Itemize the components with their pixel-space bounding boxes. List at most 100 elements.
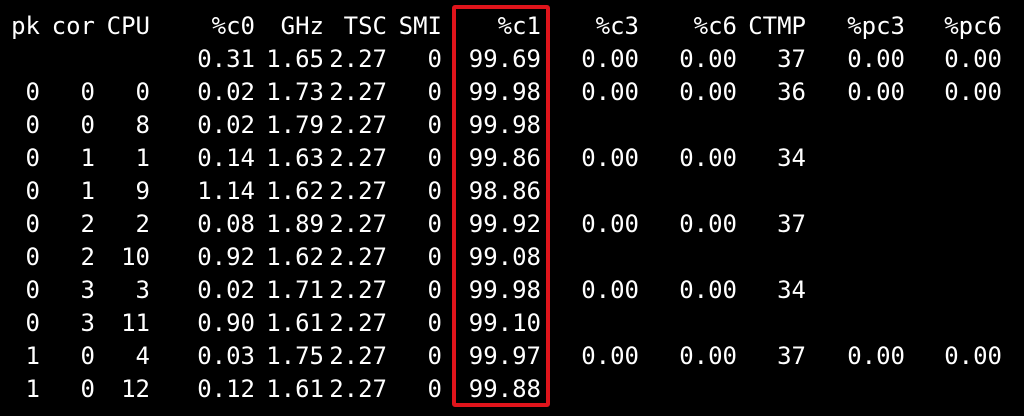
- cell-cor: 3: [80, 309, 95, 337]
- cell-pk: 0: [25, 210, 40, 238]
- cell-ghz: 1.73: [266, 78, 324, 106]
- cell-c0: 0.90: [197, 309, 255, 337]
- cell-c6: 0.00: [679, 276, 737, 304]
- cell-tsc: 2.27: [329, 309, 387, 337]
- cpu-row: 0 3 11 0.90 1.61 2.27 0 99.10: [0, 307, 1024, 340]
- cell-cor: 1: [80, 177, 95, 205]
- cell-cor: 2: [80, 210, 95, 238]
- header-row: pk cor CPU %c0 GHz TSC SMI %c1 %c3 %c6 CTMP %pc3 %pc…: [0, 10, 1024, 43]
- cell-ctmp: 34: [777, 144, 806, 172]
- cell-smi: 0: [427, 375, 442, 403]
- cell-smi: 0: [427, 276, 442, 304]
- cell-c3: 0.00: [581, 144, 639, 172]
- cell-tsc: 2.27: [329, 276, 387, 304]
- cell-tsc: 2.27: [329, 45, 387, 73]
- cell-cor: 0: [80, 78, 95, 106]
- cell-ghz: 1.63: [266, 144, 324, 172]
- cell-tsc: 2.27: [329, 111, 387, 139]
- cell-pc6: 0.00: [944, 45, 1002, 73]
- header-smi: SMI: [398, 12, 442, 40]
- cpu-row: 0 2 10 0.92 1.62 2.27 0 99.08: [0, 241, 1024, 274]
- cell-pk: 0: [25, 309, 40, 337]
- cell-cpu: 12: [121, 375, 150, 403]
- cell-cpu: 10: [121, 243, 150, 271]
- cell-tsc: 2.27: [329, 210, 387, 238]
- cell-ghz: 1.61: [266, 375, 324, 403]
- cell-pk: 0: [25, 144, 40, 172]
- cell-cpu: 9: [135, 177, 150, 205]
- cell-ctmp: 34: [777, 276, 806, 304]
- cell-smi: 0: [427, 342, 442, 370]
- header-c1: %c1: [497, 12, 541, 40]
- cpu-row: 0 3 3 0.02 1.71 2.27 0 99.98 0.00 0.00 34: [0, 274, 1024, 307]
- cell-c0: 0.12: [197, 375, 255, 403]
- cell-tsc: 2.27: [329, 177, 387, 205]
- cell-pk: 0: [25, 177, 40, 205]
- cpu-row: 0 0 8 0.02 1.79 2.27 0 99.98: [0, 109, 1024, 142]
- cell-smi: 0: [427, 210, 442, 238]
- cell-cpu: 8: [135, 111, 150, 139]
- cell-ghz: 1.65: [266, 45, 324, 73]
- cell-tsc: 2.27: [329, 78, 387, 106]
- header-pc6: %pc6: [944, 12, 1002, 40]
- cell-ctmp: 37: [777, 210, 806, 238]
- cell-ghz: 1.79: [266, 111, 324, 139]
- cell-pk: 1: [25, 342, 40, 370]
- header-ghz: GHz: [280, 12, 324, 40]
- cell-c3: 0.00: [581, 78, 639, 106]
- cell-tsc: 2.27: [329, 243, 387, 271]
- cell-ctmp: 37: [777, 45, 806, 73]
- summary-row: 0.31 1.65 2.27 0 99.69 0.00 0.00 37 0.00 0.00: [0, 43, 1024, 76]
- cell-c6: 0.00: [679, 45, 737, 73]
- cell-c0: 0.02: [197, 111, 255, 139]
- cell-c0: 0.03: [197, 342, 255, 370]
- cell-c0: 0.02: [197, 78, 255, 106]
- cell-ghz: 1.62: [266, 243, 324, 271]
- cell-ghz: 1.71: [266, 276, 324, 304]
- cell-c3: 0.00: [581, 342, 639, 370]
- cell-ghz: 1.61: [266, 309, 324, 337]
- cell-c1: 99.98: [468, 276, 541, 304]
- cell-c0: 0.31: [197, 45, 255, 73]
- cell-ctmp: 36: [777, 78, 806, 106]
- header-pk: pk: [11, 12, 40, 40]
- cell-c6: 0.00: [679, 210, 737, 238]
- cpu-row: 1 0 4 0.03 1.75 2.27 0 99.97 0.00 0.00 37 0.00 0.00: [0, 340, 1024, 373]
- cell-cpu: 2: [135, 210, 150, 238]
- cell-c0: 0.02: [197, 276, 255, 304]
- cell-c0: 0.08: [197, 210, 255, 238]
- cpu-row: 0 1 9 1.14 1.62 2.27 0 98.86: [0, 175, 1024, 208]
- cell-c6: 0.00: [679, 78, 737, 106]
- header-tsc: TSC: [343, 12, 387, 40]
- cell-cor: 3: [80, 276, 95, 304]
- cell-c3: 0.00: [581, 210, 639, 238]
- cell-pc3: 0.00: [847, 45, 905, 73]
- cell-cpu: 1: [135, 144, 150, 172]
- header-c3: %c3: [595, 12, 639, 40]
- cell-c1: 99.98: [468, 111, 541, 139]
- cell-c1: 99.88: [468, 375, 541, 403]
- cpu-row: 0 1 1 0.14 1.63 2.27 0 99.86 0.00 0.00 34: [0, 142, 1024, 175]
- header-ctmp: CTMP: [748, 12, 806, 40]
- cell-c1: 98.86: [468, 177, 541, 205]
- cell-cor: 0: [80, 111, 95, 139]
- cell-c0: 1.14: [197, 177, 255, 205]
- cell-tsc: 2.27: [329, 144, 387, 172]
- cell-ghz: 1.62: [266, 177, 324, 205]
- cell-pc3: 0.00: [847, 78, 905, 106]
- cell-cor: 0: [80, 375, 95, 403]
- cell-c0: 0.14: [197, 144, 255, 172]
- header-c6: %c6: [693, 12, 737, 40]
- header-cpu: CPU: [106, 12, 150, 40]
- cell-c3: 0.00: [581, 276, 639, 304]
- cell-smi: 0: [427, 309, 442, 337]
- cell-smi: 0: [427, 177, 442, 205]
- cell-c0: 0.92: [197, 243, 255, 271]
- cell-pc6: 0.00: [944, 78, 1002, 106]
- cell-pc6: 0.00: [944, 342, 1002, 370]
- header-cor: cor: [51, 12, 95, 40]
- cell-cpu: 4: [135, 342, 150, 370]
- cell-cpu: 3: [135, 276, 150, 304]
- cell-cpu: 0: [135, 78, 150, 106]
